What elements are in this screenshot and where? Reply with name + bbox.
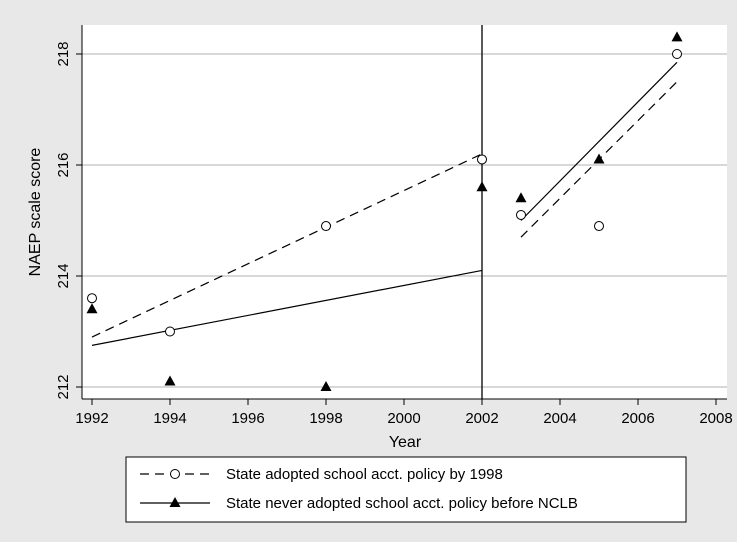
legend-label-1: State adopted school acct. policy by 199… xyxy=(226,466,503,483)
x-tick-label: 2004 xyxy=(543,410,576,427)
x-tick-label: 1998 xyxy=(309,410,342,427)
x-axis-title: Year xyxy=(389,434,422,451)
point-series-1-circle xyxy=(87,293,97,304)
point-series-2-triangle xyxy=(86,303,98,314)
legend-marker-triangle xyxy=(169,497,181,507)
point-series-2-triangle xyxy=(515,192,527,203)
fit-line-series-2-segment-2 xyxy=(520,61,678,221)
plot-area xyxy=(82,25,727,399)
point-series-1-circle xyxy=(594,221,604,232)
legend-label-2: State never adopted school acct. policy … xyxy=(226,495,578,512)
point-series-1-circle xyxy=(321,221,331,232)
legend-marker-circle xyxy=(170,469,180,479)
point-series-1-circle xyxy=(165,326,175,337)
legend-box xyxy=(125,456,687,523)
point-series-2-triangle xyxy=(593,153,605,164)
x-tick-label: 2002 xyxy=(465,410,498,427)
x-tick-label: 1996 xyxy=(231,410,264,427)
x-tick-label: 1992 xyxy=(75,410,108,427)
axis-ticks: 212 214 216 218 1992 1994 1996 1998 2000 2002 2004… xyxy=(55,41,733,427)
point-series-1-circle xyxy=(672,49,682,59)
data-points xyxy=(86,31,683,391)
point-series-1-circle xyxy=(516,209,526,220)
x-tick-label: 2008 xyxy=(699,410,732,427)
fit-line-series-1-segment-1 xyxy=(91,153,483,338)
point-series-2-triangle xyxy=(320,381,332,391)
x-tick-label: 2000 xyxy=(387,410,420,427)
point-series-2-triangle xyxy=(476,181,488,192)
point-series-2-triangle xyxy=(671,31,683,42)
x-tick-label: 1994 xyxy=(153,410,186,427)
y-tick-label: 218 xyxy=(55,41,72,66)
y-tick-label: 216 xyxy=(55,152,72,177)
x-tick-label: 2006 xyxy=(621,410,654,427)
y-axis-title: NAEP scale score xyxy=(27,148,44,277)
fit-line-series-2-segment-1 xyxy=(91,269,483,346)
point-series-1-circle xyxy=(477,154,487,165)
y-tick-label: 214 xyxy=(55,263,72,288)
point-series-2-triangle xyxy=(164,375,176,386)
y-tick-label: 212 xyxy=(55,374,72,399)
gridlines xyxy=(82,53,727,388)
legend: State adopted school acct. policy by 199… xyxy=(125,456,687,523)
